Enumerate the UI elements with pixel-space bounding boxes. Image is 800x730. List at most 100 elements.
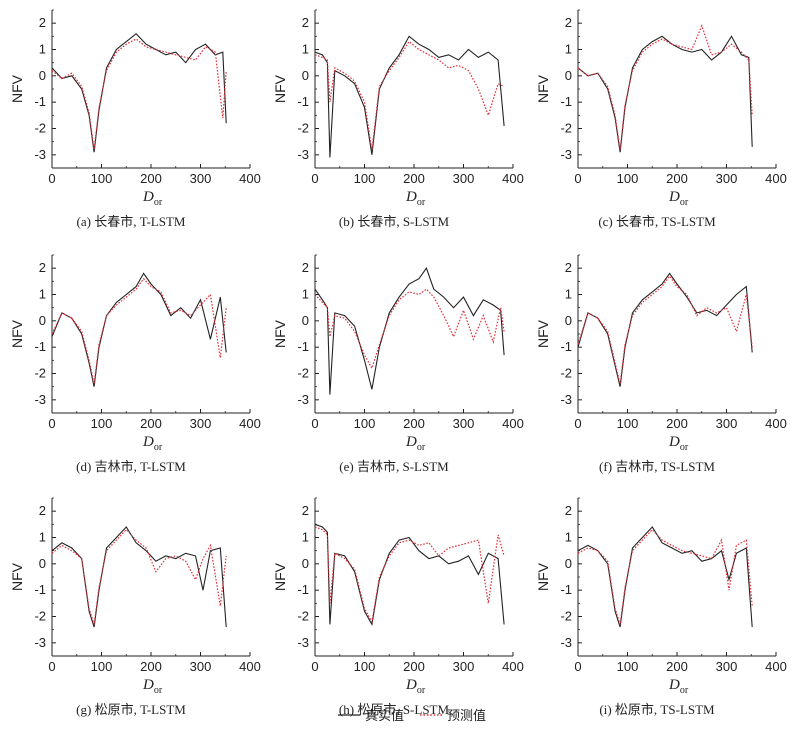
x-tick-label: 0	[574, 416, 581, 431]
x-tick-label: 200	[403, 171, 425, 186]
x-axis-label-sub: or	[680, 685, 689, 696]
y-tick-label: 2	[565, 260, 572, 275]
x-tick-label: 400	[239, 659, 261, 674]
x-tick-label: 200	[666, 171, 688, 186]
y-tick-label: -2	[34, 366, 46, 381]
x-axis-label-sub: or	[417, 442, 426, 453]
x-axis-label-sub: or	[417, 685, 426, 696]
y-axis-label: NFV	[535, 319, 551, 348]
x-tick-label: 400	[765, 171, 787, 186]
x-tick-label: 300	[453, 171, 475, 186]
y-tick-label: -3	[297, 635, 309, 650]
y-tick-label: 1	[565, 287, 572, 302]
x-tick-label: 200	[403, 659, 425, 674]
series-pred-line	[577, 24, 753, 150]
panel-g: -3 -2 -1 0 1 2 0 100 200 300 400 NFV Dor (g) 松原市, T-L…	[9, 497, 261, 717]
series-pred-line	[577, 528, 753, 625]
panel-f: -3 -2 -1 0 1 2 0 100 200 300 400 NFV Dor (f) 吉林市, TS-…	[535, 254, 787, 474]
x-axis-label-sub: or	[154, 197, 163, 208]
y-axis-label: NFV	[272, 319, 288, 348]
x-tick-label: 200	[140, 416, 162, 431]
x-tick-label: 100	[91, 659, 113, 674]
y-tick-label: -3	[560, 147, 572, 162]
panel-caption: (i) 松原市, TS-LSTM	[599, 702, 715, 717]
y-tick-label: -2	[297, 121, 309, 136]
series-pred-line	[51, 528, 227, 625]
x-axis-label: Dor	[668, 434, 689, 453]
y-tick-label: 0	[565, 556, 572, 571]
x-tick-label: 300	[190, 416, 212, 431]
x-axis-label-sub: or	[154, 442, 163, 453]
panel-b: -3 -2 -1 0 1 2 0 100 200 300 400 NFV Dor (b) 长春市, S-L…	[272, 9, 524, 229]
x-tick-label: 400	[765, 659, 787, 674]
y-tick-label: -1	[34, 582, 46, 597]
legend: 真实值 预测值	[338, 708, 486, 723]
x-tick-label: 100	[617, 659, 639, 674]
y-axis-label: NFV	[9, 74, 25, 103]
x-tick-label: 100	[617, 416, 639, 431]
x-axis-label: Dor	[142, 434, 163, 453]
y-tick-label: 1	[302, 42, 309, 57]
series-pred-line	[314, 526, 505, 624]
panel-d: -3 -2 -1 0 1 2 0 100 200 300 400 NFV Dor (d) 吉林市, T-L…	[9, 254, 261, 474]
series-pred-line	[51, 38, 227, 150]
panel-h: -3 -2 -1 0 1 2 0 100 200 300 400 NFV Dor (h) 松原市, S-L…	[272, 497, 524, 717]
x-tick-label: 300	[716, 659, 738, 674]
x-tick-label: 300	[190, 171, 212, 186]
series-true-line	[51, 272, 227, 387]
y-tick-label: 0	[39, 556, 46, 571]
x-axis-label: Dor	[405, 189, 426, 208]
x-tick-label: 400	[765, 416, 787, 431]
x-tick-label: 100	[354, 659, 376, 674]
y-tick-label: 2	[39, 503, 46, 518]
y-tick-label: 1	[39, 530, 46, 545]
x-axis-label: Dor	[405, 677, 426, 696]
y-tick-label: -1	[297, 582, 309, 597]
y-axis-label: NFV	[272, 74, 288, 103]
series-true-line	[577, 35, 753, 153]
y-axis-label: NFV	[9, 319, 25, 348]
y-tick-label: 1	[302, 287, 309, 302]
series-pred-line	[314, 40, 505, 150]
series-pred-line	[577, 275, 753, 385]
y-tick-label: -1	[560, 339, 572, 354]
y-tick-label: -1	[560, 94, 572, 109]
x-axis-label-sub: or	[680, 197, 689, 208]
y-tick-label: 1	[39, 287, 46, 302]
y-tick-label: -1	[297, 94, 309, 109]
legend-true-label: 真实值	[365, 708, 404, 723]
x-tick-label: 200	[666, 416, 688, 431]
y-tick-label: 2	[39, 260, 46, 275]
x-tick-label: 0	[574, 171, 581, 186]
y-tick-label: -1	[34, 94, 46, 109]
series-true-line	[577, 272, 753, 387]
x-tick-label: 100	[91, 171, 113, 186]
y-tick-label: -3	[560, 392, 572, 407]
x-tick-label: 100	[354, 416, 376, 431]
legend-pred-label: 预测值	[447, 708, 486, 723]
panel-caption: (a) 长春市, T-LSTM	[77, 214, 186, 229]
x-axis-label: Dor	[142, 677, 163, 696]
y-tick-label: -3	[297, 392, 309, 407]
y-axis-label: NFV	[272, 562, 288, 591]
y-axis-label: NFV	[535, 562, 551, 591]
y-tick-label: -2	[34, 609, 46, 624]
x-axis-label-sub: or	[154, 685, 163, 696]
y-axis-label: NFV	[535, 74, 551, 103]
x-axis-label-sub: or	[417, 197, 426, 208]
x-tick-label: 300	[453, 416, 475, 431]
x-tick-label: 100	[91, 416, 113, 431]
series-true-line	[314, 267, 505, 395]
y-tick-label: 1	[302, 530, 309, 545]
y-tick-label: -3	[34, 392, 46, 407]
panel-caption: (f) 吉林市, TS-LSTM	[599, 459, 715, 474]
x-tick-label: 300	[716, 171, 738, 186]
x-axis-label-sub: or	[680, 442, 689, 453]
x-tick-label: 0	[311, 659, 318, 674]
series-true-line	[314, 35, 505, 158]
y-tick-label: -3	[560, 635, 572, 650]
x-axis-label: Dor	[142, 189, 163, 208]
y-tick-label: -2	[297, 609, 309, 624]
